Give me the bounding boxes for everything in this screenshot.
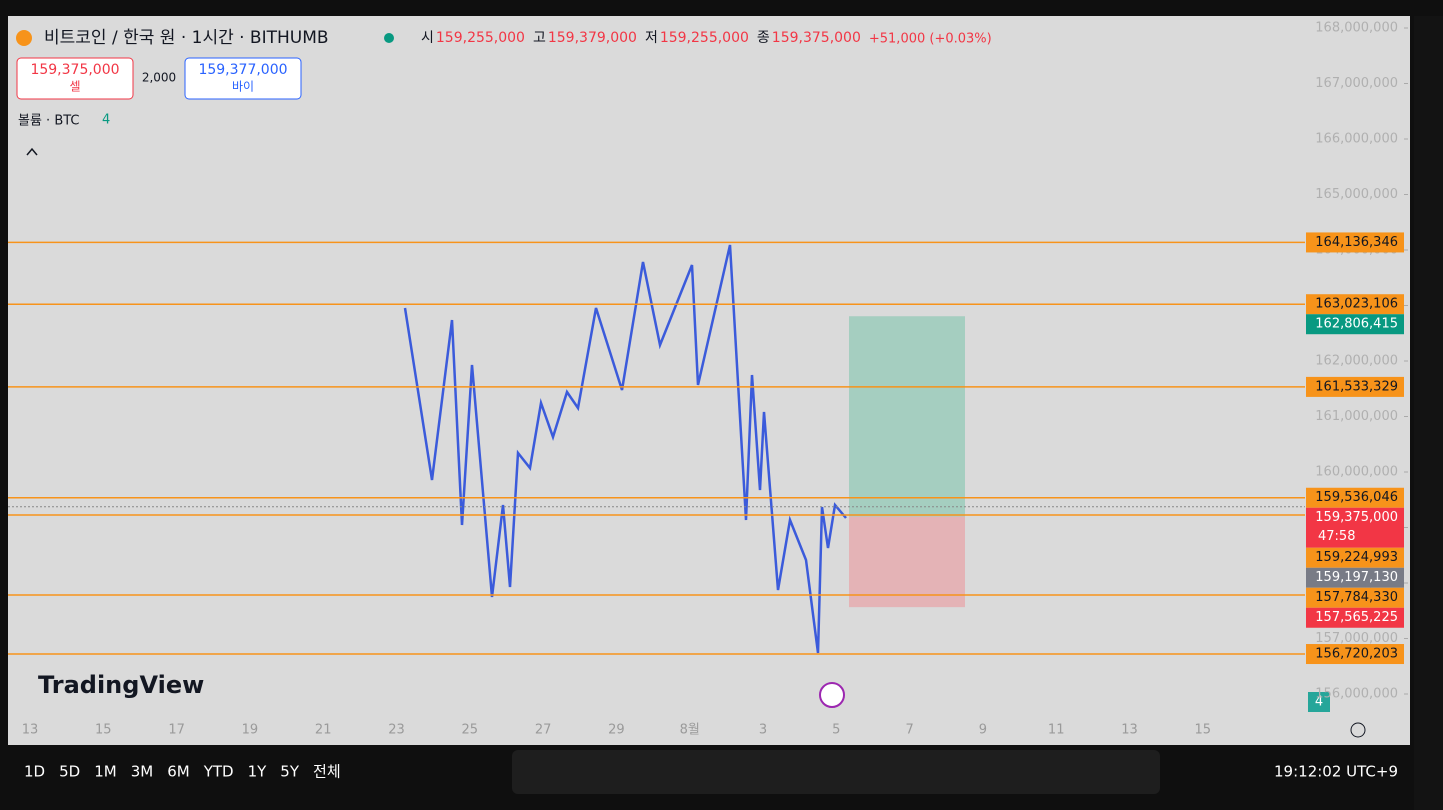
price-badge: [1306, 587, 1404, 608]
x-tick-label: 19: [242, 723, 259, 738]
buy-label[interactable]: 바이: [232, 80, 254, 94]
symbol: 비트코인 / 한국 원 · 1시간 · BITHUMB: [44, 28, 329, 48]
range-button[interactable]: 5Y: [280, 763, 300, 781]
price-tick-label: 167,000,000: [1315, 76, 1398, 91]
ohlc-key: 종: [757, 30, 770, 46]
ohlc-key: 고: [533, 30, 546, 46]
target-zone: [849, 316, 965, 517]
ohlc-value: 159,255,000: [436, 30, 525, 46]
change: +51,000 (+0.03%): [869, 32, 992, 47]
price-badge-label: 163,023,106: [1315, 297, 1398, 312]
sell-button[interactable]: [16, 57, 134, 100]
range-button[interactable]: 6M: [167, 763, 190, 781]
price-badge-label: 159,375,000: [1315, 510, 1398, 525]
sell-label[interactable]: 셀: [69, 80, 80, 94]
price-tick-label: 160,000,000: [1315, 465, 1398, 480]
range-button[interactable]: 3M: [131, 763, 154, 781]
x-tick-label: 11: [1048, 723, 1065, 738]
price-badge-label: 159,224,993: [1315, 550, 1398, 565]
alert-icon[interactable]: [819, 682, 845, 708]
ohlc-value: 159,255,000: [660, 30, 749, 46]
chart-pane: [8, 16, 1410, 745]
x-tick-label: 15: [95, 723, 112, 738]
price-badge-label: 161,533,329: [1315, 379, 1398, 394]
spread: 2,000: [142, 71, 176, 85]
range-button[interactable]: 전체: [313, 763, 341, 781]
x-tick-label: 29: [608, 723, 625, 738]
x-tick-label: 15: [1195, 723, 1212, 738]
range-button[interactable]: 1Y: [248, 763, 268, 781]
ohlc-key: 시: [421, 30, 434, 46]
x-tick-label: 17: [168, 723, 185, 738]
x-tick-label: 13: [22, 723, 39, 738]
price-badge: [1306, 232, 1404, 253]
price-badge: [1306, 567, 1404, 588]
price-tick-label: 157,000,000: [1315, 631, 1398, 646]
price-tick-label: 168,000,000: [1315, 21, 1398, 36]
sell-price[interactable]: 159,375,000: [30, 62, 119, 78]
price-badge: [1306, 376, 1404, 397]
x-tick-label: 8월: [680, 723, 700, 738]
price-badge: [1306, 314, 1404, 335]
collapse-icon[interactable]: [26, 147, 38, 156]
price-badge-label: 157,784,330: [1315, 590, 1398, 605]
price-tick-label: 166,000,000: [1315, 132, 1398, 147]
range-button[interactable]: YTD: [203, 763, 234, 781]
price-badge: [1306, 547, 1404, 568]
volume-badge-bg: [1308, 692, 1330, 712]
price-badge: [1306, 294, 1404, 315]
x-tick-label: 3: [759, 723, 767, 738]
stop-zone: [849, 516, 965, 608]
countdown: 47:58: [1318, 529, 1355, 544]
buy-price[interactable]: 159,377,000: [198, 62, 287, 78]
x-tick-label: 7: [905, 723, 913, 738]
range-button[interactable]: 1M: [94, 763, 117, 781]
price-badge-label: 157,565,225: [1315, 610, 1398, 625]
trend-drawing: [403, 244, 847, 654]
price-tick-label: 156,000,000: [1315, 687, 1398, 702]
settings-icon[interactable]: [1350, 722, 1366, 738]
x-tick-label: 27: [535, 723, 552, 738]
price-tick-label: 162,000,000: [1315, 354, 1398, 369]
range-button[interactable]: 5D: [59, 763, 80, 781]
x-tick-label: 9: [979, 723, 987, 738]
price-badge-label: 164,136,346: [1315, 235, 1398, 250]
x-tick-label: 23: [388, 723, 405, 738]
x-tick-label: 5: [832, 723, 840, 738]
volume-label: 볼륨 · BTC: [18, 114, 80, 129]
clock: 19:12:02 UTC+9: [1274, 763, 1398, 781]
x-tick-label: 25: [462, 723, 479, 738]
x-tick-label: 13: [1121, 723, 1138, 738]
drawing-toolbar: [512, 750, 1160, 794]
price-badge-label: 159,197,130: [1315, 570, 1398, 585]
price-badge-label: 162,806,415: [1315, 317, 1398, 332]
volume-value: 4: [102, 113, 110, 128]
ohlc-value: 159,379,000: [548, 30, 637, 46]
price-badge: [1306, 644, 1404, 665]
price-badge: [1306, 487, 1404, 508]
price-badge-label: 159,536,046: [1315, 490, 1398, 505]
volume-badge: 4: [1315, 695, 1323, 710]
price-badge: [1306, 507, 1404, 548]
x-tick-label: 21: [315, 723, 332, 738]
price-badge-label: 156,720,203: [1315, 647, 1398, 662]
buy-button[interactable]: [184, 57, 302, 100]
ohlc-key: 저: [645, 30, 658, 46]
price-tick-label: 165,000,000: [1315, 187, 1398, 202]
range-button[interactable]: 1D: [24, 763, 45, 781]
side-panel: [1414, 16, 1443, 810]
watermark: TradingView: [38, 671, 204, 699]
status-dot: [384, 33, 394, 43]
coin-icon: [16, 30, 32, 46]
price-badge: [1306, 607, 1404, 628]
price-tick-label: 161,000,000: [1315, 409, 1398, 424]
ohlc-value: 159,375,000: [772, 30, 861, 46]
